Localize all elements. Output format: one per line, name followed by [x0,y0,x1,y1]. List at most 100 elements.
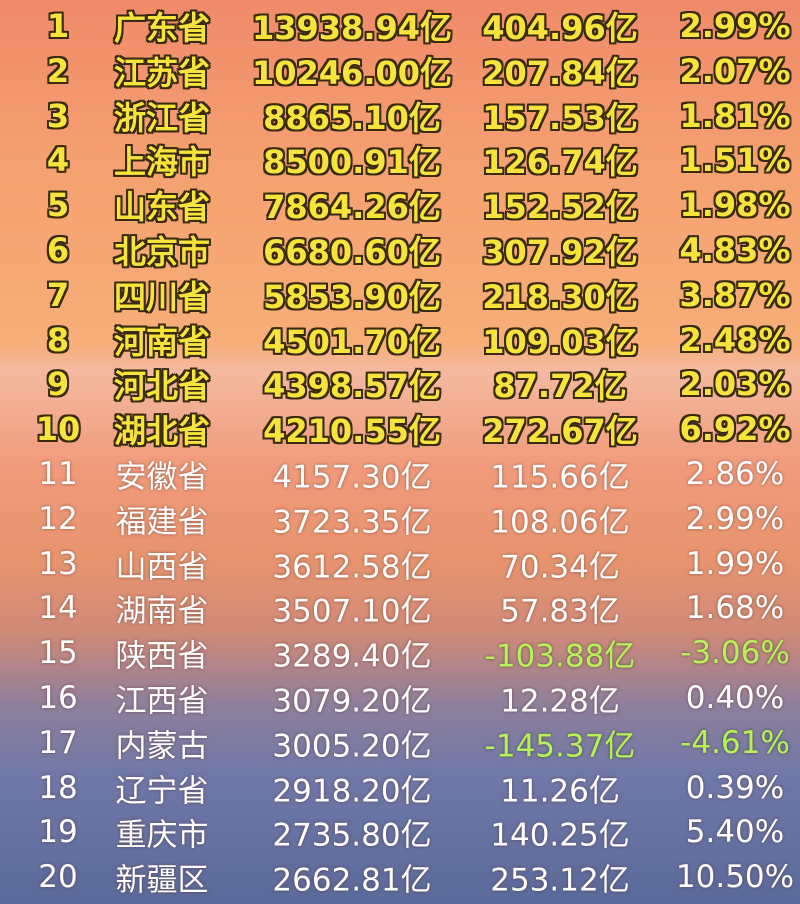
region: 湖南省 [115,593,209,630]
rank: 17 [38,724,78,761]
region: 北京市 [113,233,211,271]
region: 浙江省 [113,98,211,137]
growth-rate: 1.68% [685,590,785,627]
increase: -145.37亿 [484,728,636,765]
increase: 140.25亿 [490,817,630,854]
region: 河北省 [113,367,211,406]
rank: 6 [46,231,70,269]
increase: 272.67亿 [482,412,638,451]
rank: 18 [38,769,78,806]
gdp: 4501.70亿 [263,322,441,361]
increase: 12.28亿 [500,683,620,720]
gdp: 4157.30亿 [272,459,432,496]
rank: 16 [38,680,78,716]
increase: 152.52亿 [482,188,638,227]
region: 陕西省 [115,638,209,675]
gdp: 3723.35亿 [272,504,432,541]
region: 广东省 [113,9,211,47]
growth-rate: 1.81% [679,96,791,135]
increase: 70.34亿 [500,549,620,586]
increase: -103.88亿 [484,638,636,675]
region: 四川省 [113,277,211,316]
rank: 19 [38,814,78,851]
region: 重庆市 [115,817,209,854]
rank: 5 [46,186,70,225]
region: 河南省 [113,322,211,361]
growth-rate: 2.99% [679,7,791,45]
gdp: 3079.20亿 [272,683,432,720]
rank: 10 [35,410,81,449]
rank: 3 [46,96,70,135]
growth-rate: 2.48% [679,320,791,359]
increase: 253.12亿 [490,862,630,899]
gdp: 7864.26亿 [263,188,441,227]
increase: 87.72亿 [493,367,627,406]
rank: 13 [38,545,78,582]
rank: 1 [46,7,70,45]
region: 福建省 [115,504,209,541]
rank: 9 [46,365,70,404]
gdp: 3612.58亿 [272,549,432,586]
gdp: 2918.20亿 [272,773,432,810]
growth-rate: 0.40% [685,680,785,716]
region: 山东省 [113,188,211,227]
gdp: 10246.00亿 [251,53,453,92]
rank: 20 [38,859,78,896]
rank: 8 [46,320,70,359]
growth-rate: 0.39% [685,769,785,806]
increase: 157.53亿 [482,98,638,137]
region: 江西省 [115,683,209,720]
increase: 307.92亿 [482,233,638,271]
gdp: 8865.10亿 [263,98,441,137]
increase: 57.83亿 [500,593,620,630]
rank: 11 [38,456,78,492]
gdp: 5853.90亿 [263,277,441,316]
increase: 126.74亿 [482,143,638,182]
growth-rate: 4.83% [679,231,791,269]
rank: 7 [46,275,70,314]
gdp: 4210.55亿 [263,412,441,451]
gdp: 3289.40亿 [272,638,432,675]
region: 辽宁省 [115,773,209,810]
region: 江苏省 [113,53,211,92]
rank: 2 [46,51,70,90]
growth-rate: 2.86% [685,456,785,492]
region: 山西省 [115,549,209,586]
growth-rate: 5.40% [685,814,785,851]
growth-rate: 10.50% [675,859,795,896]
gdp: 4398.57亿 [263,367,441,406]
rank: 15 [38,635,78,672]
gdp: 2662.81亿 [272,862,432,899]
increase: 11.26亿 [500,773,620,810]
growth-rate: 1.99% [685,545,785,582]
region: 新疆区 [115,862,209,899]
growth-rate: -3.06% [680,635,790,672]
rank: 12 [38,500,78,537]
gdp: 13938.94亿 [251,9,453,47]
growth-rate: 2.07% [679,51,791,90]
gdp: 3507.10亿 [272,593,432,630]
increase: 404.96亿 [482,9,638,47]
region: 内蒙古 [115,728,209,765]
region: 上海市 [113,143,211,182]
growth-rate: 1.51% [679,141,791,180]
growth-rate: 2.03% [679,365,791,404]
growth-rate: 6.92% [679,410,791,449]
gdp: 2735.80亿 [272,817,432,854]
increase: 115.66亿 [490,459,630,496]
gdp: 8500.91亿 [263,143,441,182]
increase: 207.84亿 [482,53,638,92]
growth-rate: 1.98% [679,186,791,225]
rank: 4 [46,141,70,180]
gdp: 3005.20亿 [272,728,432,765]
growth-rate: 3.87% [679,275,791,314]
growth-rate: -4.61% [680,724,790,761]
gdp: 6680.60亿 [263,233,441,271]
rank: 14 [38,590,78,627]
increase: 108.06亿 [490,504,630,541]
region: 湖北省 [113,412,211,451]
region: 安徽省 [115,459,209,496]
growth-rate: 2.99% [685,500,785,537]
increase: 218.30亿 [482,277,638,316]
